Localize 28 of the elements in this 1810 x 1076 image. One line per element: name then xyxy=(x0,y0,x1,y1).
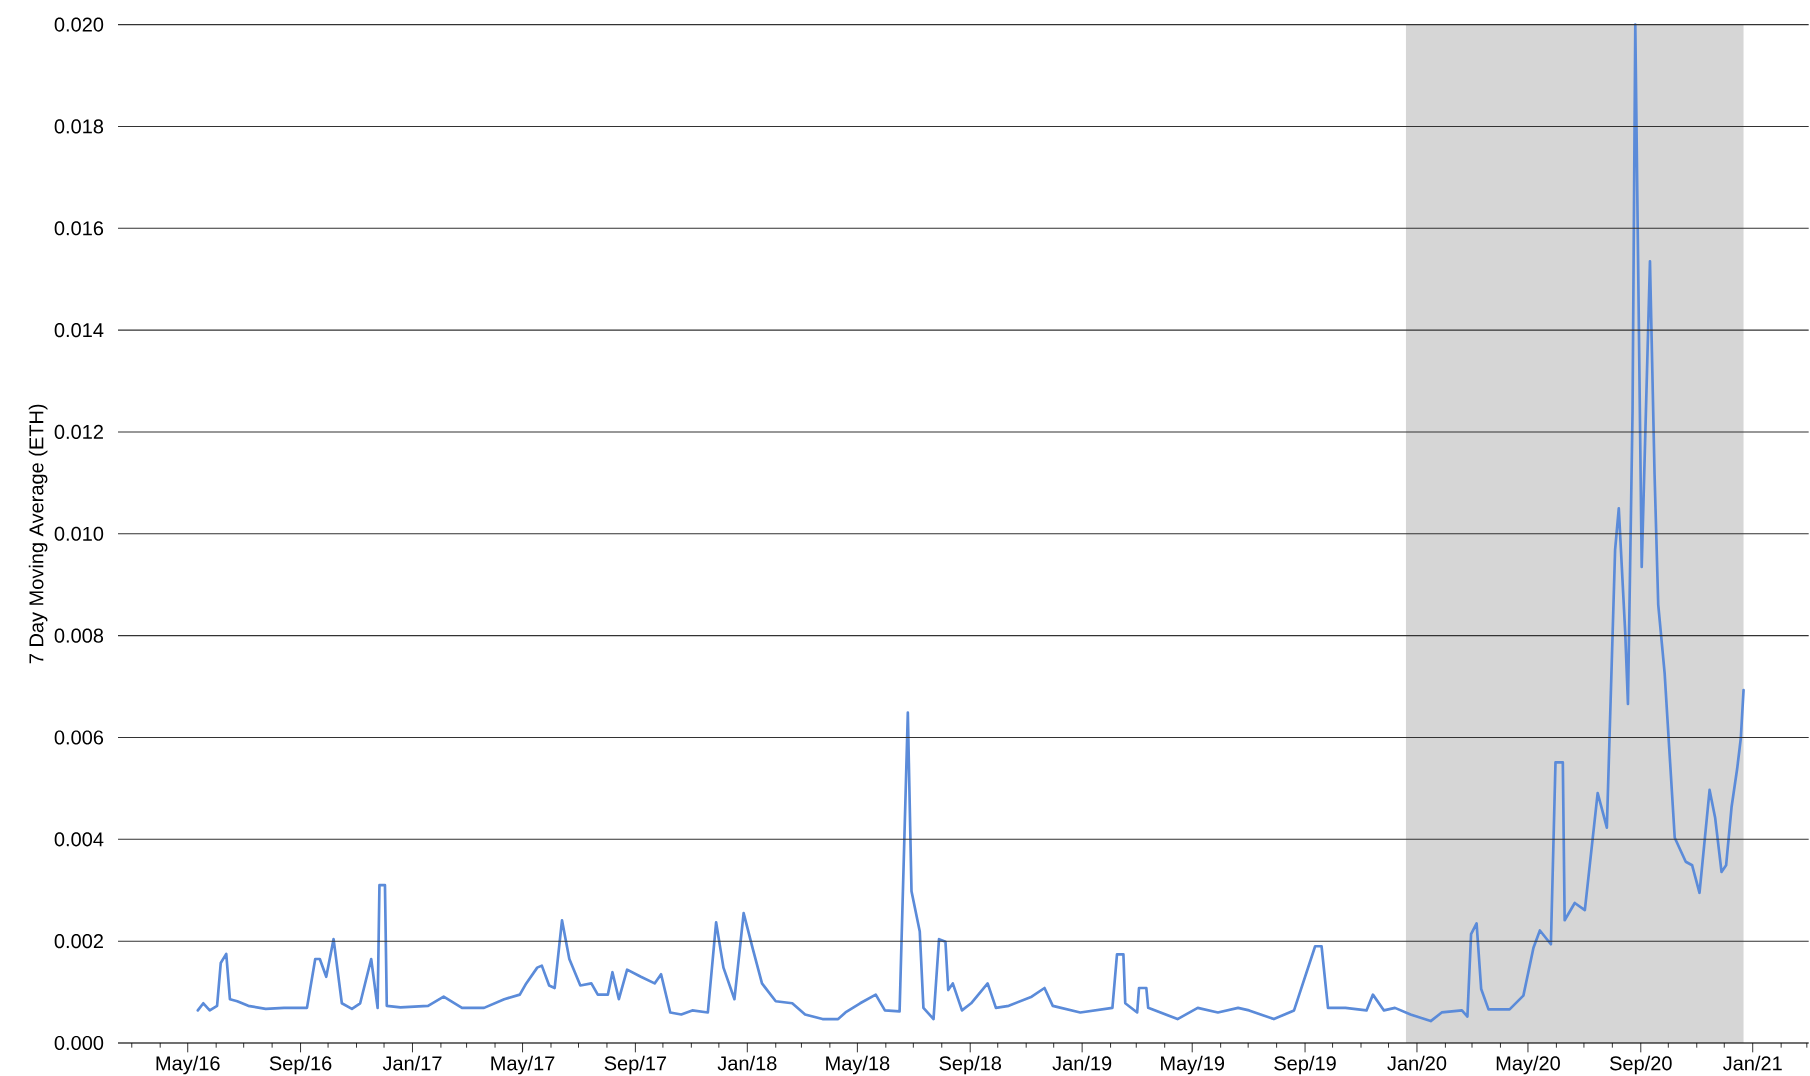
y-tick-label: 0.020 xyxy=(54,17,104,32)
y-tick-label: 0.016 xyxy=(54,221,104,236)
y-axis-title: 7 Day Moving Average (ETH) xyxy=(28,404,48,664)
y-tick-label: 0.004 xyxy=(54,832,104,847)
line-series xyxy=(196,23,1745,1023)
y-tick-label: 0.012 xyxy=(54,424,103,440)
x-tick-label: Sep/17 xyxy=(604,1055,667,1075)
x-tick-label: Jan/19 xyxy=(1052,1055,1112,1071)
y-tick-label: 0.006 xyxy=(54,730,104,745)
y-tick-label: 0.010 xyxy=(54,526,104,541)
x-tick-label: Sep/19 xyxy=(1274,1055,1336,1075)
x-tick-label: Sep/16 xyxy=(269,1055,332,1075)
x-tick-label: May/16 xyxy=(156,1055,220,1075)
x-tick-label: Jan/20 xyxy=(1387,1055,1447,1071)
x-tick-label: Sep/20 xyxy=(1610,1055,1672,1075)
x-tick-label: Sep/18 xyxy=(939,1055,1002,1075)
y-tick-label: 0.008 xyxy=(54,628,104,643)
y-tick-label: 0.002 xyxy=(54,934,103,949)
y-tick-label: 0.000 xyxy=(54,1035,104,1051)
x-tick-label: Jan/18 xyxy=(717,1055,777,1071)
x-tick-label: Jan/21 xyxy=(1723,1055,1782,1071)
x-tick-label: May/18 xyxy=(826,1055,890,1075)
x-tick-label: Jan/17 xyxy=(382,1055,442,1071)
x-tick-label: May/19 xyxy=(1161,1055,1225,1075)
y-tick-label: 0.018 xyxy=(54,119,104,134)
x-tick-label: May/20 xyxy=(1496,1055,1560,1075)
x-tick-label: May/17 xyxy=(491,1055,555,1075)
y-tick-label: 0.014 xyxy=(54,323,104,338)
